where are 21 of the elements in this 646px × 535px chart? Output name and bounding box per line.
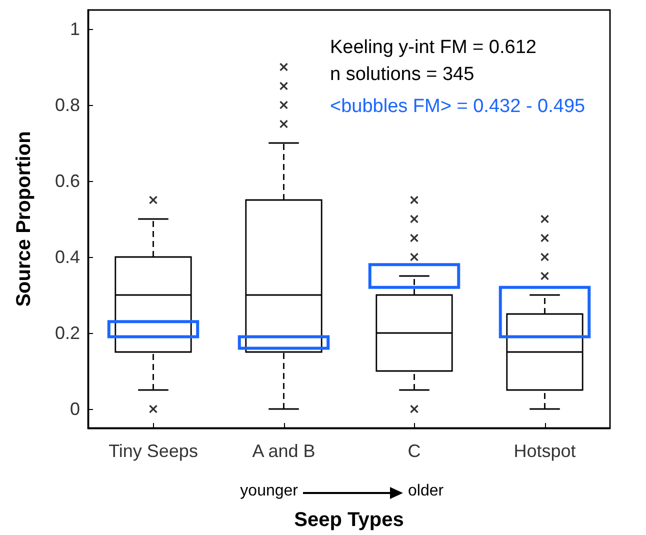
x-tick-label: C bbox=[408, 441, 421, 461]
text: older bbox=[408, 482, 444, 500]
y-tick-label: 1 bbox=[70, 19, 80, 39]
text: younger bbox=[240, 482, 299, 500]
annotation: <bubbles FM> = 0.432 - 0.495 bbox=[330, 96, 586, 117]
bar bbox=[368, 263, 460, 289]
y-tick-label: 0 bbox=[70, 399, 80, 419]
x-axis-title: Seep Types bbox=[294, 509, 404, 531]
y-tick-label: 0.8 bbox=[54, 95, 80, 115]
y-tick-label: 0.6 bbox=[54, 171, 80, 191]
x-tick-label: Hotspot bbox=[514, 441, 576, 461]
annotation: n solutions = 345 bbox=[330, 64, 474, 85]
bar bbox=[107, 320, 200, 338]
y-tick-label: 0.4 bbox=[54, 247, 80, 267]
x-tick-label: Tiny Seeps bbox=[108, 441, 198, 461]
y-tick-label: 0.2 bbox=[54, 323, 80, 343]
bar bbox=[238, 335, 330, 350]
y-axis-title: Source Proportion bbox=[13, 131, 35, 307]
annotation: Keeling y-int FM = 0.612 bbox=[330, 37, 536, 58]
bar bbox=[498, 286, 591, 338]
x-tick-label: A and B bbox=[252, 441, 316, 461]
